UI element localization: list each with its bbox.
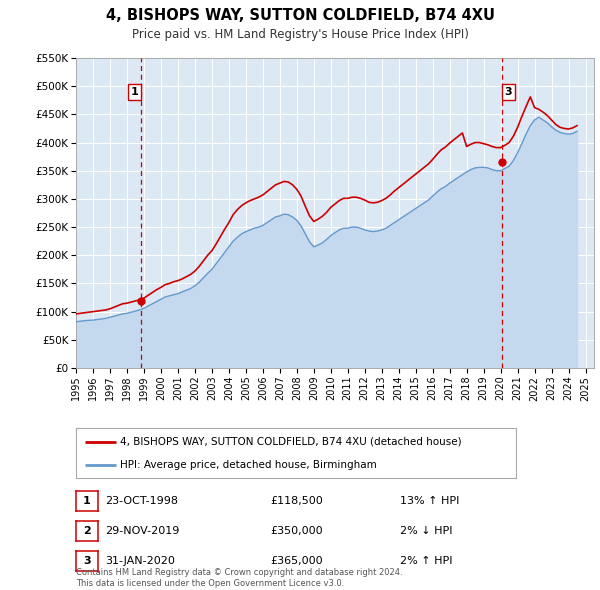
Text: Contains HM Land Registry data © Crown copyright and database right 2024.: Contains HM Land Registry data © Crown c…	[76, 568, 403, 577]
Text: HPI: Average price, detached house, Birmingham: HPI: Average price, detached house, Birm…	[120, 460, 377, 470]
Text: 31-JAN-2020: 31-JAN-2020	[105, 556, 175, 566]
Text: Price paid vs. HM Land Registry's House Price Index (HPI): Price paid vs. HM Land Registry's House …	[131, 28, 469, 41]
Text: 3: 3	[505, 87, 512, 97]
Text: £118,500: £118,500	[270, 496, 323, 506]
Text: 3: 3	[83, 556, 91, 566]
Text: 13% ↑ HPI: 13% ↑ HPI	[400, 496, 460, 506]
Text: 1: 1	[83, 496, 91, 506]
Text: £350,000: £350,000	[270, 526, 323, 536]
Text: 4, BISHOPS WAY, SUTTON COLDFIELD, B74 4XU (detached house): 4, BISHOPS WAY, SUTTON COLDFIELD, B74 4X…	[120, 437, 461, 447]
Text: 29-NOV-2019: 29-NOV-2019	[105, 526, 179, 536]
Text: £365,000: £365,000	[270, 556, 323, 566]
Text: 4, BISHOPS WAY, SUTTON COLDFIELD, B74 4XU: 4, BISHOPS WAY, SUTTON COLDFIELD, B74 4X…	[106, 8, 494, 23]
Text: 2% ↑ HPI: 2% ↑ HPI	[400, 556, 452, 566]
Text: This data is licensed under the Open Government Licence v3.0.: This data is licensed under the Open Gov…	[76, 579, 344, 588]
Text: 23-OCT-1998: 23-OCT-1998	[105, 496, 178, 506]
Text: 2: 2	[83, 526, 91, 536]
Text: 2% ↓ HPI: 2% ↓ HPI	[400, 526, 452, 536]
Text: 1: 1	[131, 87, 139, 97]
